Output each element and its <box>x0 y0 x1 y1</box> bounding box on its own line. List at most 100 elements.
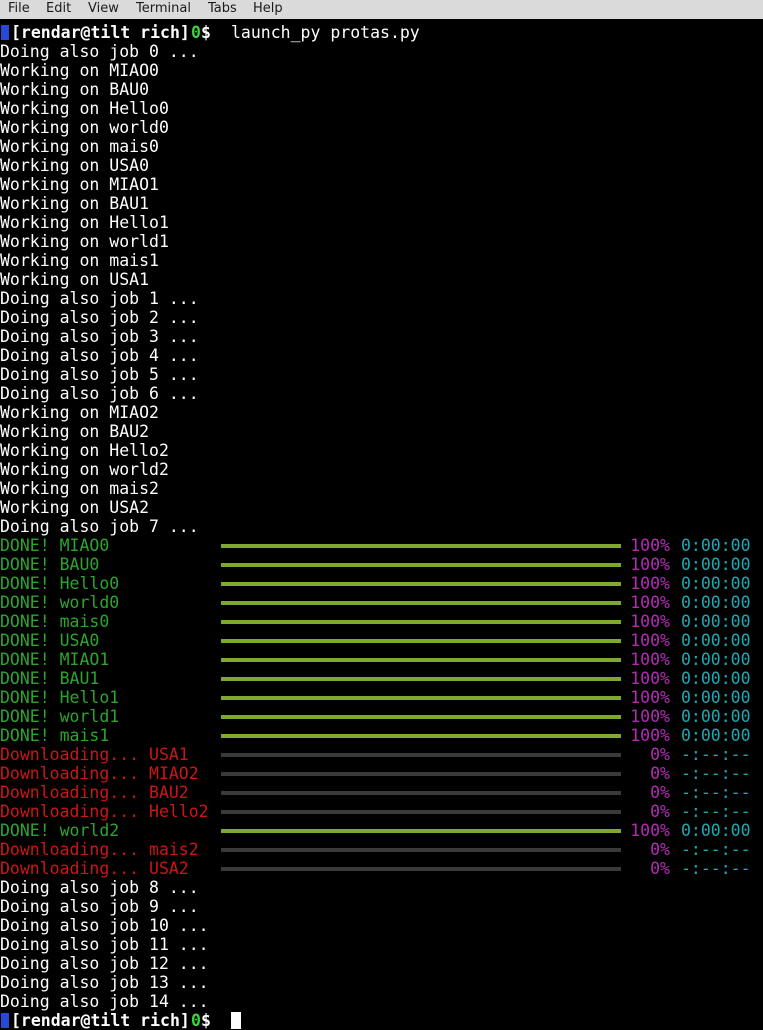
progress-label: DONE! Hello0 <box>0 574 120 593</box>
tab-marker <box>1 25 9 40</box>
progress-label: Downloading... Hello2 <box>0 802 209 821</box>
progress-time: 0:00:00 <box>681 593 751 612</box>
menu-item[interactable]: Help <box>253 1 283 16</box>
progress-label: DONE! BAU1 <box>0 669 100 688</box>
progress-label: DONE! mais1 <box>0 726 110 745</box>
prompt-status: 0 <box>191 1011 201 1030</box>
progress-time: -:--:-- <box>681 802 751 821</box>
prompt-status: 0 <box>191 23 201 42</box>
cursor <box>231 1012 241 1029</box>
progress-percent: 100% <box>630 593 670 612</box>
progress-time: 0:00:00 <box>681 650 751 669</box>
menu-item[interactable]: Terminal <box>136 1 191 16</box>
output-line: Doing also job 5 ... <box>0 365 199 384</box>
prompt-user-host: [rendar@tilt rich] <box>11 1011 190 1030</box>
progress-fill <box>221 639 621 643</box>
output-line: Working on Hello1 <box>0 213 169 232</box>
progress-fill <box>221 582 621 586</box>
menu-item[interactable]: Tabs <box>208 1 237 16</box>
progress-label: DONE! world2 <box>0 821 120 840</box>
progress-time: 0:00:00 <box>681 612 751 631</box>
progress-label: DONE! USA0 <box>0 631 100 650</box>
progress-time: 0:00:00 <box>681 821 751 840</box>
progress-time: 0:00:00 <box>681 574 751 593</box>
progress-percent: 100% <box>630 536 670 555</box>
progress-label: DONE! Hello1 <box>0 688 120 707</box>
prompt-user-host: [rendar@tilt rich] <box>11 23 190 42</box>
progress-time: -:--:-- <box>681 745 751 764</box>
output-line: Doing also job 3 ... <box>0 327 199 346</box>
progress-label: Downloading... MIAO2 <box>0 764 199 783</box>
progress-percent: 0% <box>650 783 670 802</box>
progress-label: Downloading... USA2 <box>0 859 189 878</box>
progress-time: 0:00:00 <box>681 726 751 745</box>
output-line: Working on BAU2 <box>0 422 150 441</box>
output-line: Working on MIAO1 <box>0 175 159 194</box>
output-line: Doing also job 4 ... <box>0 346 199 365</box>
output-line: Working on BAU0 <box>0 80 150 99</box>
progress-time: 0:00:00 <box>681 536 751 555</box>
menu-item[interactable]: Edit <box>46 1 72 16</box>
progress-time: 0:00:00 <box>681 669 751 688</box>
progress-time: -:--:-- <box>681 840 751 859</box>
menu-item[interactable]: View <box>88 1 119 16</box>
progress-percent: 0% <box>650 859 670 878</box>
progress-percent: 100% <box>630 669 670 688</box>
progress-time: -:--:-- <box>681 859 751 878</box>
progress-percent: 100% <box>630 726 670 745</box>
output-line: Working on MIAO2 <box>0 403 159 422</box>
prompt-symbol: $ <box>201 23 211 42</box>
progress-percent: 100% <box>630 707 670 726</box>
output-line: Doing also job 9 ... <box>0 897 199 916</box>
progress-time: -:--:-- <box>681 783 751 802</box>
progress-track <box>221 677 621 681</box>
output-line: Doing also job 12 ... <box>0 954 209 973</box>
progress-label: Downloading... BAU2 <box>0 783 189 802</box>
progress-percent: 100% <box>630 650 670 669</box>
progress-track <box>221 620 621 624</box>
progress-label: DONE! world1 <box>0 707 120 726</box>
output-line: Doing also job 1 ... <box>0 289 199 308</box>
progress-label: Downloading... mais2 <box>0 840 199 859</box>
progress-track <box>221 639 621 643</box>
progress-track <box>221 601 621 605</box>
progress-fill <box>221 734 621 738</box>
output-line: Doing also job 14 ... <box>0 992 209 1011</box>
progress-track <box>221 810 621 814</box>
menu-item[interactable]: File <box>8 1 30 16</box>
progress-track <box>221 582 621 586</box>
progress-percent: 100% <box>630 688 670 707</box>
progress-track <box>221 772 621 776</box>
progress-percent: 0% <box>650 764 670 783</box>
progress-track <box>221 848 621 852</box>
progress-time: 0:00:00 <box>681 555 751 574</box>
output-line: Working on mais2 <box>0 479 159 498</box>
output-line: Working on USA2 <box>0 498 150 517</box>
progress-fill <box>221 677 621 681</box>
progress-percent: 100% <box>630 555 670 574</box>
tab-marker <box>1 1013 9 1028</box>
progress-track <box>221 829 621 833</box>
progress-track <box>221 715 621 719</box>
output-line: Doing also job 8 ... <box>0 878 199 897</box>
progress-percent: 0% <box>650 802 670 821</box>
progress-fill <box>221 658 621 662</box>
progress-fill <box>221 563 621 567</box>
output-line: Working on Hello0 <box>0 99 169 118</box>
progress-time: -:--:-- <box>681 764 751 783</box>
output-line: Working on USA1 <box>0 270 150 289</box>
progress-track <box>221 753 621 757</box>
progress-track <box>221 544 621 548</box>
output-line: Working on world1 <box>0 232 169 251</box>
progress-fill <box>221 601 621 605</box>
progress-percent: 0% <box>650 840 670 859</box>
progress-time: 0:00:00 <box>681 688 751 707</box>
output-line: Working on USA0 <box>0 156 150 175</box>
output-line: Working on Hello2 <box>0 441 169 460</box>
progress-label: DONE! world0 <box>0 593 120 612</box>
output-line: Doing also job 2 ... <box>0 308 199 327</box>
command: launch_py protas.py <box>231 23 420 42</box>
progress-track <box>221 696 621 700</box>
progress-label: DONE! MIAO1 <box>0 650 110 669</box>
